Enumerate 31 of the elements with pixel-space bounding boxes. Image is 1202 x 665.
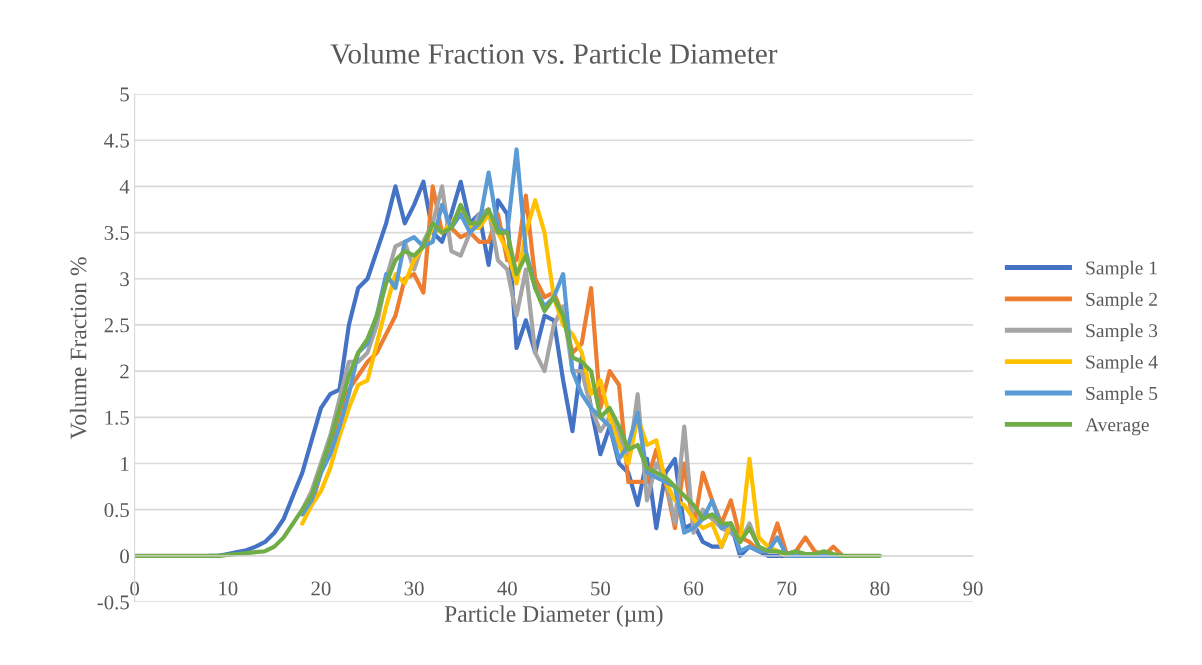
legend-label: Sample 4 xyxy=(1086,354,1158,373)
x-tick-label: 80 xyxy=(870,581,890,596)
x-tick-label: 90 xyxy=(963,581,983,596)
x-tick-label: 30 xyxy=(404,581,424,596)
x-tick-label: 50 xyxy=(591,581,611,596)
x-tick-label: 20 xyxy=(311,581,331,596)
y-tick-label: 3 xyxy=(120,272,129,287)
x-tick-label: 40 xyxy=(497,581,517,596)
x-tick-label: 70 xyxy=(777,581,797,596)
y-tick-label: 4.5 xyxy=(104,133,129,148)
y-tick-label: 2.5 xyxy=(104,318,129,333)
chart-title: Volume Fraction vs. Particle Diameter xyxy=(330,43,778,64)
x-tick-label: 10 xyxy=(219,581,238,596)
y-tick-label: 4 xyxy=(119,179,130,194)
y-tick-label: -0.5 xyxy=(97,595,129,610)
x-axis-title: Particle Diameter (µm) xyxy=(444,605,663,627)
legend-label: Sample 2 xyxy=(1086,292,1157,310)
x-tick-label: 60 xyxy=(684,581,704,596)
y-axis-title: Volume Fraction % xyxy=(69,257,87,440)
y-tick-label: 0 xyxy=(120,549,129,564)
legend-label: Sample 3 xyxy=(1086,323,1158,342)
legend-label: Sample 5 xyxy=(1086,386,1158,404)
y-tick-label: 2 xyxy=(120,364,129,379)
legend-label: Sample 1 xyxy=(1086,260,1157,279)
legend-label: Average xyxy=(1085,418,1149,436)
y-tick-label: 1 xyxy=(121,456,129,471)
y-tick-label: 1.5 xyxy=(105,410,129,425)
y-tick-label: 0.5 xyxy=(104,503,129,518)
y-tick-label: 3.5 xyxy=(104,226,129,241)
x-tick-label: 0 xyxy=(130,581,140,596)
y-tick-label: 5 xyxy=(120,87,129,102)
